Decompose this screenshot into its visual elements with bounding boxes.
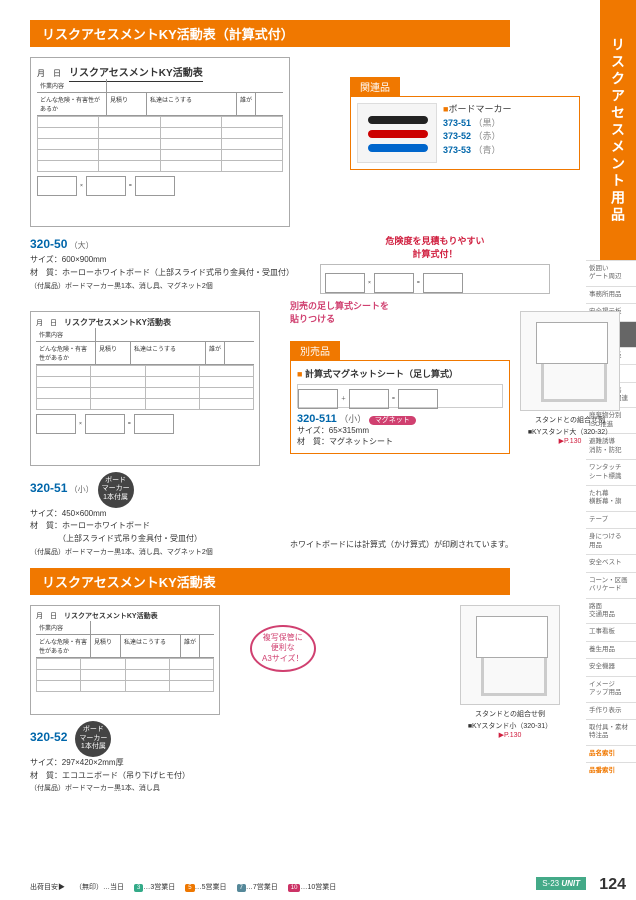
section-title-2: リスクアセスメントKY活動表 xyxy=(30,568,510,595)
stand-large: スタンドとの組合せ例 ■KYスタンド大（320-32） ▶P.130 xyxy=(520,311,620,445)
related-item: 373-51 （黒） xyxy=(443,117,511,131)
page-number: 124 xyxy=(599,876,626,894)
wb-note: ホワイトボードには計算式（かけ算式）が印刷されています。 xyxy=(290,539,636,550)
optional-item: 別売品 ■ 計算式マグネットシート（足し算式） ＋= 320-511 （小） マ… xyxy=(290,341,510,454)
a3-balloon: 複写保管に 便利な A3サイズ！ xyxy=(250,625,316,672)
sheet-note: 別売の足し算式シートを 貼りつける xyxy=(290,299,389,325)
calc-note-block: 危険度を見積もりやすい 計算式付！ ×= xyxy=(320,230,550,294)
section-title-1: リスクアセスメントKY活動表（計算式付） xyxy=(30,20,510,47)
related-item: 373-53 （青） xyxy=(443,144,511,158)
related-products: 関連品 ■ボードマーカー 373-51 （黒）373-52 （赤）373-53 … xyxy=(350,77,580,170)
sidenav-item[interactable]: 事務所用品 xyxy=(586,286,636,303)
sidenav-item[interactable]: テープ xyxy=(586,511,636,528)
related-item: 373-52 （赤） xyxy=(443,130,511,144)
sidenav-item[interactable]: コーン・区画 バリケード xyxy=(586,572,636,598)
markers-image xyxy=(357,103,437,163)
sidenav-item[interactable]: 取付具・素材 特注品 xyxy=(586,719,636,745)
sidenav-item[interactable]: 仮囲い ゲート周辺 xyxy=(586,260,636,286)
sidenav-item[interactable]: 身につける 用品 xyxy=(586,528,636,554)
a3-board: 月 日 リスクアセスメントKY活動表 作業内容 どんな危険・有害性があるか見積り… xyxy=(30,605,220,715)
whiteboard-large: 月 日 リスクアセスメントKY活動表 作業内容 どんな危険・有害性があるか見積り… xyxy=(30,57,290,227)
sidenav-item[interactable]: たれ幕 横断幕・旗 xyxy=(586,485,636,511)
catalog-code: S-23 UNIT xyxy=(536,877,586,890)
sidenav-item[interactable]: 品名索引 xyxy=(586,745,636,762)
sidenav-item[interactable]: 安全ベスト xyxy=(586,554,636,571)
whiteboard-small: 月 日 リスクアセスメントKY活動表 作業内容 どんな危険・有害性があるか見積り… xyxy=(30,311,260,466)
sidenav-item[interactable]: 品番索引 xyxy=(586,762,636,779)
stand-small: スタンドとの組合せ例 ■KYスタンド小（320-31） ▶P.130 xyxy=(460,605,560,739)
